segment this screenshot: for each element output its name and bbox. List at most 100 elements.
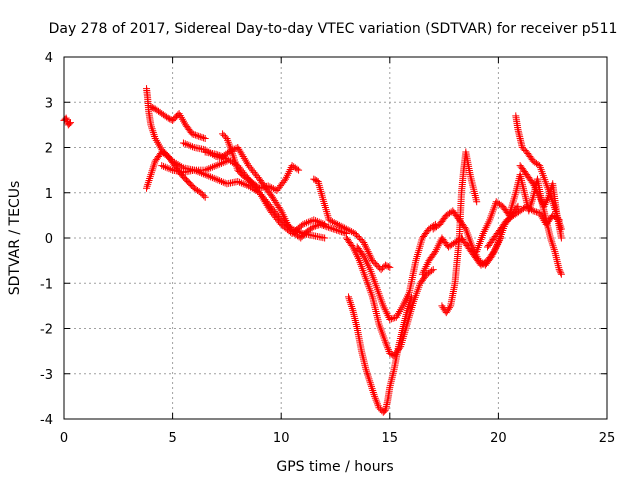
- data-point-marker: [319, 220, 327, 228]
- data-point-marker: [357, 236, 365, 244]
- data-point-marker: [303, 219, 311, 227]
- y-tick-label: 3: [45, 96, 53, 111]
- data-point-marker: [297, 229, 305, 237]
- data-point-marker: [200, 192, 208, 200]
- data-point-marker: [299, 220, 307, 228]
- data-point-marker: [549, 242, 557, 250]
- data-point-marker: [205, 172, 213, 180]
- data-point-marker: [348, 303, 356, 311]
- data-point-marker: [532, 208, 540, 216]
- x-tick-label: 15: [382, 431, 399, 446]
- data-point-marker: [520, 145, 528, 153]
- data-point-marker: [212, 175, 220, 183]
- data-point-marker: [219, 130, 227, 138]
- data-point-marker: [555, 216, 563, 224]
- data-point-marker: [377, 266, 385, 274]
- data-point-marker: [147, 171, 155, 179]
- data-point-marker: [366, 377, 374, 385]
- data-point-marker: [197, 189, 205, 197]
- data-point-marker: [347, 301, 355, 309]
- data-series-arc-j: [345, 293, 416, 416]
- data-point-marker: [361, 242, 369, 250]
- data-point-marker: [327, 217, 335, 225]
- y-tick-label: 4: [45, 51, 53, 66]
- data-point-marker: [328, 218, 336, 226]
- data-point-marker: [207, 164, 215, 172]
- data-point-marker: [370, 258, 378, 266]
- data-point-marker: [360, 239, 368, 247]
- data-point-marker: [387, 315, 395, 323]
- data-point-marker: [326, 224, 334, 232]
- y-axis-label: SDTVAR / TECUs: [7, 181, 23, 296]
- data-point-marker: [361, 240, 369, 248]
- data-point-marker: [198, 190, 206, 198]
- data-point-marker: [371, 260, 379, 268]
- y-tick-label: 2: [45, 142, 53, 157]
- data-point-marker: [473, 198, 481, 206]
- data-series-arc-n: [438, 148, 481, 317]
- data-point-marker: [529, 195, 537, 203]
- data-point-marker: [364, 248, 372, 256]
- data-point-marker: [536, 193, 544, 201]
- data-point-marker: [241, 180, 249, 188]
- data-point-marker: [383, 262, 391, 270]
- data-point-marker: [346, 299, 354, 307]
- data-point-marker: [205, 148, 213, 156]
- data-point-marker: [337, 222, 345, 230]
- data-point-marker: [210, 174, 218, 182]
- data-point-marker: [147, 103, 155, 111]
- data-point-marker: [276, 219, 284, 227]
- data-point-marker: [531, 207, 539, 215]
- data-point-marker: [144, 180, 152, 188]
- data-point-marker: [198, 133, 206, 141]
- plot-frame: [63, 56, 608, 420]
- data-point-marker: [257, 191, 265, 199]
- x-tick-label: 0: [60, 431, 68, 446]
- data-point-marker: [239, 153, 247, 161]
- data-point-marker: [179, 139, 187, 147]
- data-point-marker: [195, 132, 203, 140]
- data-point-marker: [207, 173, 215, 181]
- data-point-marker: [236, 178, 244, 186]
- data-point-marker: [325, 216, 333, 224]
- data-point-marker: [537, 195, 545, 203]
- x-tick-label: 25: [599, 431, 616, 446]
- data-point-marker: [164, 114, 172, 122]
- data-point-marker: [543, 195, 551, 203]
- y-tick-label: -1: [40, 277, 53, 292]
- data-point-marker: [375, 404, 383, 412]
- data-point-marker: [235, 145, 243, 153]
- data-point-marker: [185, 141, 193, 149]
- data-point-marker: [366, 379, 374, 387]
- data-point-marker: [268, 184, 276, 192]
- data-point-marker: [333, 226, 341, 234]
- data-point-marker: [189, 143, 197, 151]
- data-point-marker: [308, 224, 316, 232]
- data-point-marker: [312, 217, 320, 225]
- data-series-arc-s: [484, 202, 563, 251]
- data-point-marker: [313, 217, 321, 225]
- data-point-marker: [199, 170, 207, 178]
- data-point-marker: [201, 134, 209, 142]
- data-point-marker: [165, 165, 173, 173]
- data-point-marker: [555, 266, 563, 274]
- data-point-marker: [223, 155, 231, 163]
- y-tick-label: -4: [40, 413, 53, 428]
- data-point-marker: [346, 227, 354, 235]
- data-point-marker: [381, 261, 389, 269]
- data-point-marker: [328, 224, 336, 232]
- data-point-marker: [389, 314, 397, 322]
- data-point-marker: [310, 175, 318, 183]
- data-point-marker: [345, 293, 353, 301]
- data-point-marker: [369, 387, 377, 395]
- data-point-marker: [334, 220, 342, 228]
- data-point-marker: [518, 144, 526, 151]
- data-point-marker: [271, 186, 279, 194]
- data-point-marker: [386, 263, 394, 271]
- data-point-marker: [280, 177, 288, 185]
- data-point-marker: [208, 174, 216, 182]
- data-point-marker: [163, 164, 171, 172]
- y-tick-label: -2: [40, 323, 53, 338]
- y-tick-label: 0: [45, 232, 53, 247]
- data-point-marker: [144, 178, 152, 186]
